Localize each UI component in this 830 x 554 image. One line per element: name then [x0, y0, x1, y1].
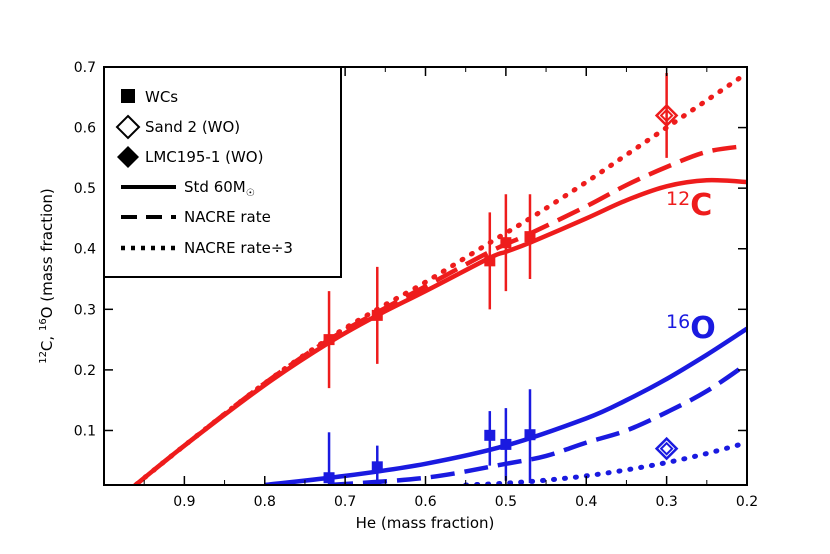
y-tick-label: 0.3 [74, 302, 96, 318]
data-point-oxygen-wcs [323, 472, 335, 484]
carbon-species-label-sup: 12 [666, 188, 690, 210]
data-point-oxygen-sand2 [654, 436, 679, 461]
carbon-species-label-text: C [690, 188, 712, 223]
y-axis-label-part1: C, [38, 331, 56, 351]
data-point-oxygen-wcs [484, 429, 496, 441]
x-tick-label: 0.4 [575, 494, 597, 510]
x-axis-label: He (mass fraction) [356, 514, 495, 532]
y-tick-label: 0.2 [74, 363, 96, 379]
y-axis-label-sup1: 12 [38, 351, 49, 364]
legend-label-std60-sub: ☉ [246, 188, 255, 199]
x-tick-label: 0.5 [495, 494, 517, 510]
y-tick-label: 0.7 [74, 60, 96, 76]
data-point-carbon-wcs [484, 255, 496, 267]
legend-symbol-filled-diamond [117, 146, 139, 168]
x-tick-label: 0.6 [414, 494, 436, 510]
oxygen-species-label-sup: 16 [666, 311, 690, 333]
y-tick-label: 0.1 [74, 423, 96, 439]
data-point-oxygen-wcs [524, 429, 536, 441]
x-tick-label: 0.3 [655, 494, 677, 510]
data-point-carbon-sand2 [654, 103, 679, 128]
data-point-carbon-wcs [500, 237, 512, 249]
data-point-oxygen-sand2-inner [659, 441, 674, 456]
series-line-oxygen-dashed [328, 361, 747, 485]
x-tick-label: 0.7 [334, 494, 356, 510]
legend-label-std60: Std 60M☉ [184, 178, 255, 199]
data-point-carbon-wcs [371, 309, 383, 321]
data-point-oxygen-wcs [371, 461, 383, 473]
legend-label-lmc195: LMC195-1 (WO) [145, 148, 263, 166]
y-tick-label: 0.6 [74, 121, 96, 137]
legend: WCs Sand 2 (WO) LMC195-1 (WO) Std 60M☉ N… [103, 66, 342, 278]
legend-label-nacre: NACRE rate [184, 208, 271, 226]
x-tick-label: 0.9 [173, 494, 195, 510]
y-axis-label: 12C, 16O (mass fraction) [38, 188, 56, 364]
data-point-oxygen-wcs [500, 438, 512, 450]
data-point-carbon-sand2-inner [659, 108, 674, 123]
legend-symbol-open-diamond [115, 114, 141, 140]
carbon-species-label: 12C [666, 188, 712, 223]
x-tick-label: 0.8 [254, 494, 276, 510]
legend-label-wcs: WCs [145, 88, 178, 106]
series-line-oxygen-dotted [463, 440, 747, 485]
legend-label-nacre-div3: NACRE rate÷3 [184, 239, 293, 257]
series-line-oxygen-solid [264, 326, 747, 485]
data-point-carbon-wcs [524, 231, 536, 243]
y-tick-label: 0.5 [74, 181, 96, 197]
x-tick-label: 0.2 [736, 494, 758, 510]
y-tick-label: 0.4 [74, 242, 96, 258]
oxygen-species-label-text: O [690, 311, 716, 346]
legend-label-std60-text: Std 60M [184, 178, 246, 196]
legend-label-sand2: Sand 2 (WO) [145, 118, 240, 136]
legend-box [103, 66, 342, 278]
y-axis-label-part2: O (mass fraction) [38, 188, 56, 318]
data-point-carbon-wcs [323, 334, 335, 346]
y-axis-label-sup2: 16 [38, 318, 49, 331]
oxygen-species-label: 16O [666, 311, 716, 346]
legend-symbol-filled-square [121, 89, 135, 103]
